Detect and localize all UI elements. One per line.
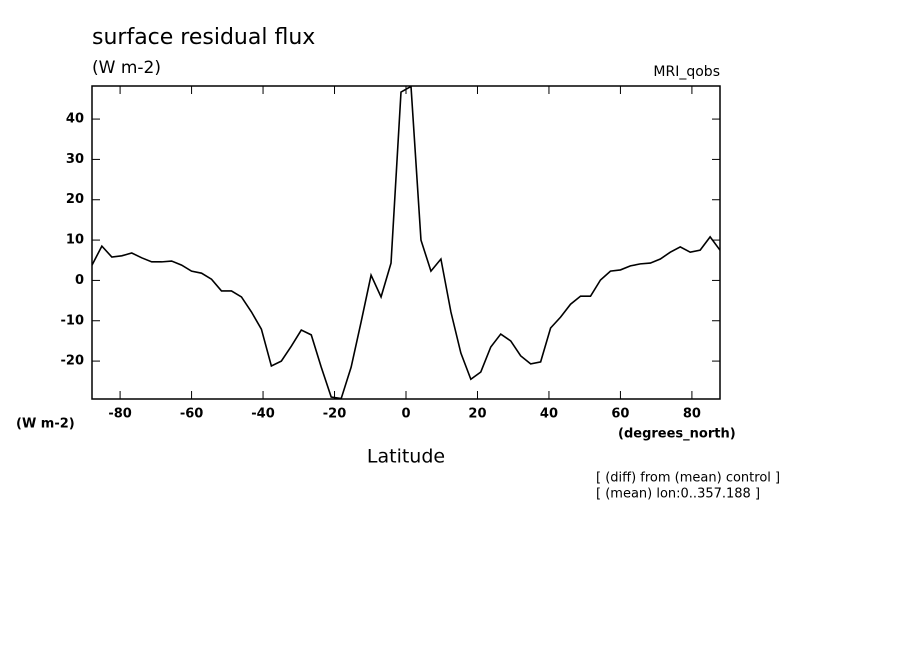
x-axis-label: Latitude (367, 446, 445, 468)
x-tick-label: 60 (611, 407, 629, 422)
annotation: [ (mean) lon:0..357.188 ] (596, 487, 760, 502)
y-tick-label: 30 (66, 152, 84, 167)
x-tick-label: 20 (468, 407, 486, 422)
data-line (92, 86, 720, 399)
annotation: [ (diff) from (mean) control ] (596, 471, 780, 486)
y-units: (W m-2) (16, 417, 75, 432)
x-tick-label: -20 (323, 407, 347, 422)
y-tick-label: -10 (61, 313, 85, 328)
x-tick-label: -40 (251, 407, 275, 422)
y-tick-label: -20 (61, 354, 85, 369)
chart-subtitle: (W m-2) (92, 58, 161, 78)
y-tick-label: 20 (66, 192, 84, 207)
x-tick-label: -60 (180, 407, 204, 422)
x-tick-label: 0 (401, 407, 410, 422)
model-label: MRI_qobs (653, 64, 720, 80)
plot-frame (91, 85, 721, 400)
x-units: (degrees_north) (618, 427, 736, 442)
y-tick-label: 0 (75, 273, 84, 288)
x-tick-label: 80 (683, 407, 701, 422)
chart-title: surface residual flux (92, 25, 315, 50)
x-tick-label: -80 (108, 407, 132, 422)
y-tick-label: 40 (66, 112, 84, 127)
x-tick-label: 40 (540, 407, 558, 422)
y-tick-label: 10 (66, 233, 84, 248)
